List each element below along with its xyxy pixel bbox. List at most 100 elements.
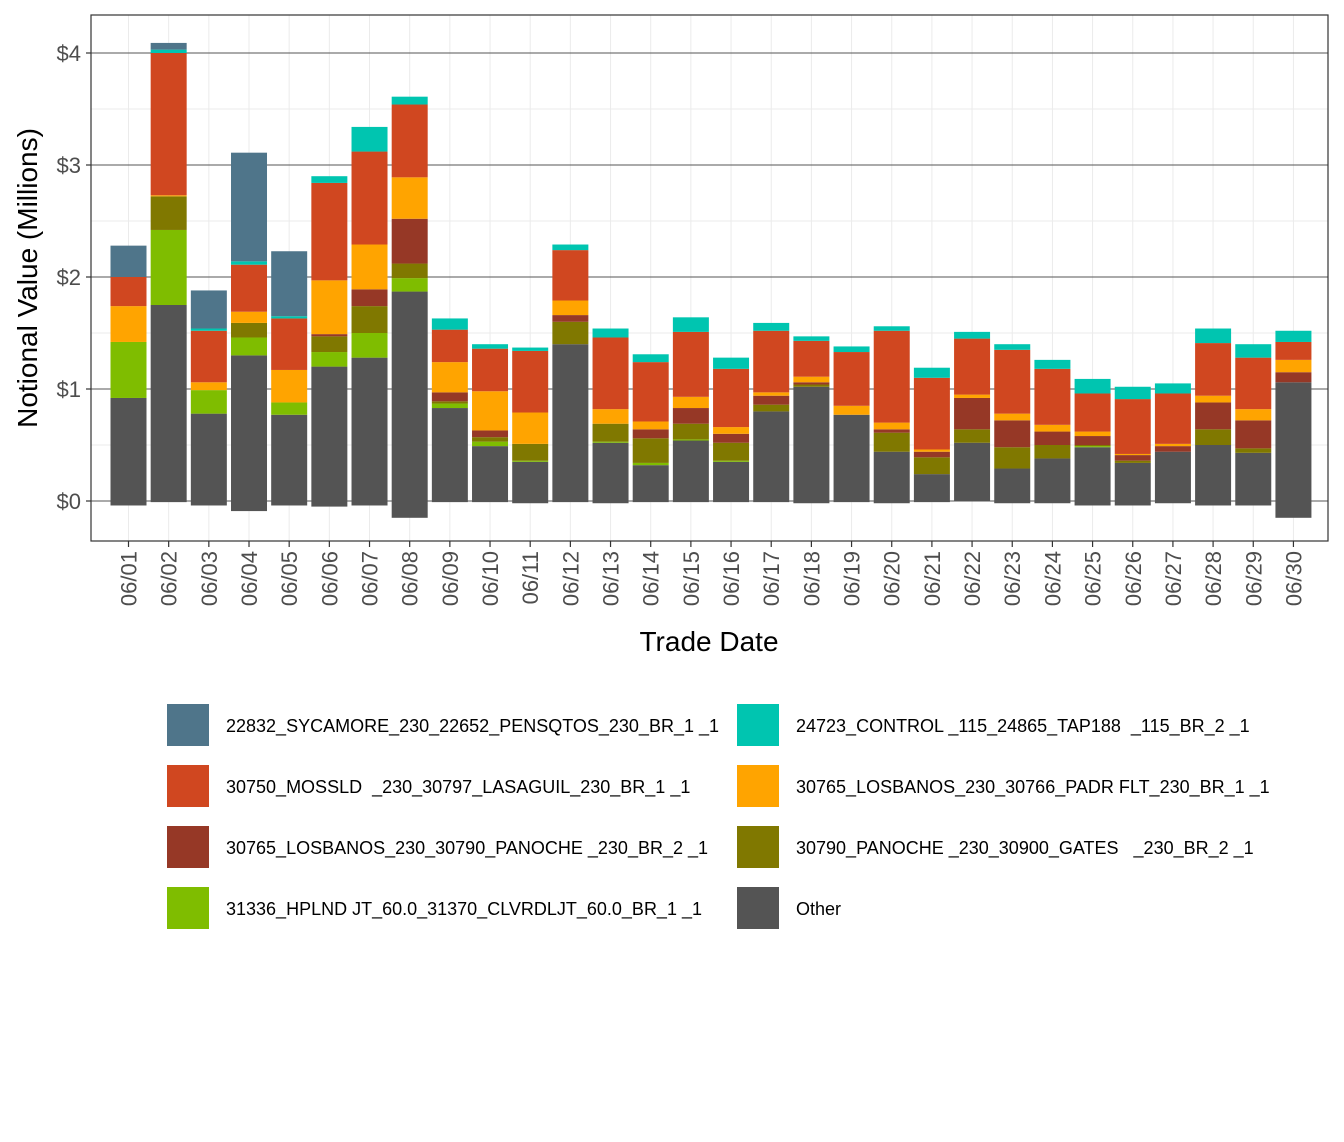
- bar-segment: [713, 357, 750, 369]
- bar-segment: [672, 408, 709, 424]
- bar-segment: [231, 322, 268, 338]
- bar-segment: [833, 346, 870, 353]
- bar-segment: [1195, 343, 1232, 396]
- bar-segment: [391, 104, 428, 178]
- x-tick-label: 06/01: [117, 551, 142, 606]
- x-tick-label: 06/29: [1241, 551, 1266, 606]
- x-tick-label: 06/23: [1000, 551, 1025, 606]
- x-tick-label: 06/16: [719, 551, 744, 606]
- bar-segment: [1275, 372, 1312, 383]
- bar-segment: [592, 441, 629, 443]
- bar-segment: [472, 446, 509, 501]
- bar-segment: [1034, 424, 1071, 432]
- legend-swatch: [737, 887, 779, 929]
- bar-segment: [150, 42, 187, 50]
- legend-label: 30750_MOSSLD _230_30797_LASAGUIL_230_BR_…: [226, 777, 690, 798]
- bar-segment: [632, 438, 669, 463]
- bar-segment: [1235, 357, 1272, 410]
- bar-segment-negative: [873, 501, 910, 504]
- bar-segment: [271, 318, 308, 370]
- x-tick-label: 06/11: [518, 551, 543, 604]
- bar-segment: [632, 354, 669, 363]
- bar-segment: [793, 340, 830, 377]
- bar-segment: [1114, 386, 1151, 400]
- bar-segment: [632, 429, 669, 439]
- bar-segment: [753, 395, 790, 405]
- bar-segment: [873, 422, 910, 430]
- y-tick-label: $4: [57, 41, 81, 66]
- bar-segment: [954, 331, 991, 339]
- bar-series: [110, 42, 1312, 518]
- bar-segment-negative: [994, 501, 1031, 504]
- legend-label: 30790_PANOCHE _230_30900_GATES _230_BR_2…: [796, 838, 1254, 859]
- bar-segment: [793, 376, 830, 383]
- bar-segment: [1195, 429, 1232, 445]
- bar-segment: [110, 397, 147, 501]
- bar-segment: [1195, 445, 1232, 501]
- x-tick-label: 06/08: [398, 551, 423, 606]
- y-axis: $0 $1 $2 $3 $4: [57, 41, 91, 514]
- bar-segment: [1154, 443, 1191, 447]
- bar-segment-negative: [632, 501, 669, 503]
- bar-segment: [793, 382, 830, 385]
- legend-label: Other: [796, 899, 841, 919]
- bar-segment: [632, 421, 669, 430]
- bar-segment: [632, 465, 669, 501]
- legend-swatch: [167, 704, 209, 746]
- bar-segment: [431, 392, 468, 402]
- bar-segment: [672, 317, 709, 332]
- bar-segment: [1074, 447, 1111, 501]
- bar-segment: [1235, 344, 1272, 358]
- x-axis-title: Trade Date: [639, 626, 778, 657]
- legend: 22832_SYCAMORE_230_22652_PENSQTOS_230_BR…: [167, 704, 1270, 929]
- bar-segment: [713, 442, 750, 461]
- bar-segment: [1034, 368, 1071, 425]
- x-tick-label: 06/22: [960, 551, 985, 606]
- bar-segment-negative: [110, 501, 147, 506]
- bar-segment: [150, 49, 187, 53]
- bar-segment-negative: [1195, 501, 1232, 506]
- bar-segment: [552, 315, 589, 322]
- bar-segment: [1074, 446, 1111, 448]
- bar-segment-negative: [1074, 501, 1111, 506]
- bar-segment-negative: [1275, 501, 1312, 518]
- x-tick-label: 06/10: [478, 551, 503, 606]
- bar-segment: [1074, 436, 1111, 445]
- bar-segment: [1195, 328, 1232, 344]
- bar-segment: [994, 420, 1031, 448]
- bar-segment: [954, 338, 991, 395]
- y-tick-label: $0: [57, 489, 81, 514]
- bar-segment-negative: [552, 501, 589, 503]
- bar-segment-negative: [1034, 501, 1071, 504]
- bar-segment: [512, 461, 549, 501]
- bar-segment: [994, 447, 1031, 469]
- bar-segment: [231, 264, 268, 312]
- bar-segment: [913, 377, 950, 450]
- bar-segment: [311, 182, 348, 281]
- bar-segment: [994, 413, 1031, 421]
- bar-segment: [713, 368, 750, 428]
- bar-segment: [1235, 452, 1272, 501]
- y-tick-label: $2: [57, 265, 81, 290]
- bar-segment-negative: [190, 501, 227, 506]
- x-tick-label: 06/06: [317, 551, 342, 606]
- legend-label: 30765_LOSBANOS_230_30766_PADR FLT_230_BR…: [796, 777, 1270, 798]
- bar-segment: [954, 394, 991, 398]
- bar-segment: [1154, 383, 1191, 394]
- bar-segment: [954, 429, 991, 443]
- legend-swatch: [737, 765, 779, 807]
- bar-segment: [150, 195, 187, 197]
- bar-segment: [512, 350, 549, 413]
- x-tick-label: 06/27: [1161, 551, 1186, 606]
- bar-segment: [1235, 409, 1272, 421]
- bar-segment: [231, 152, 268, 262]
- bar-segment: [793, 386, 830, 501]
- bar-segment: [1195, 402, 1232, 430]
- bar-segment: [431, 401, 468, 404]
- bar-segment: [472, 344, 509, 349]
- bar-segment: [472, 391, 509, 431]
- bar-segment: [552, 244, 589, 251]
- bar-segment: [271, 369, 308, 403]
- bar-segment: [311, 336, 348, 353]
- bar-segment: [391, 291, 428, 501]
